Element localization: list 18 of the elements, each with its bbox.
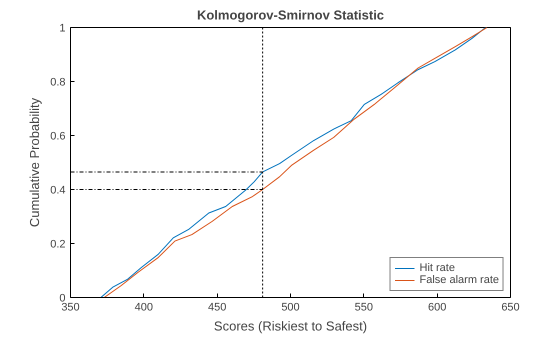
y-tick-label: 0.4 bbox=[50, 184, 66, 196]
legend-label: Hit rate bbox=[420, 262, 455, 274]
x-tick-label: 500 bbox=[281, 302, 300, 314]
x-axis-title: Scores (Riskiest to Safest) bbox=[214, 318, 368, 334]
y-tick-label: 0 bbox=[59, 292, 66, 304]
chart-title: Kolmogorov-Smirnov Statistic bbox=[196, 8, 384, 22]
x-tick-label: 650 bbox=[501, 302, 520, 314]
x-tick-label: 450 bbox=[208, 302, 226, 314]
x-tick-label: 550 bbox=[354, 302, 374, 314]
legend-label: False alarm rate bbox=[420, 274, 499, 286]
x-tick-label: 350 bbox=[61, 302, 80, 314]
y-tick-label: 0.6 bbox=[50, 130, 66, 142]
y-tick-label: 1 bbox=[59, 22, 66, 34]
y-tick-label: 0.2 bbox=[50, 238, 66, 250]
y-tick-label: 0.8 bbox=[50, 76, 66, 88]
x-tick-label: 600 bbox=[428, 302, 446, 314]
y-axis-title: Cumulative Probability bbox=[27, 97, 42, 228]
x-tick-label: 400 bbox=[134, 302, 154, 314]
